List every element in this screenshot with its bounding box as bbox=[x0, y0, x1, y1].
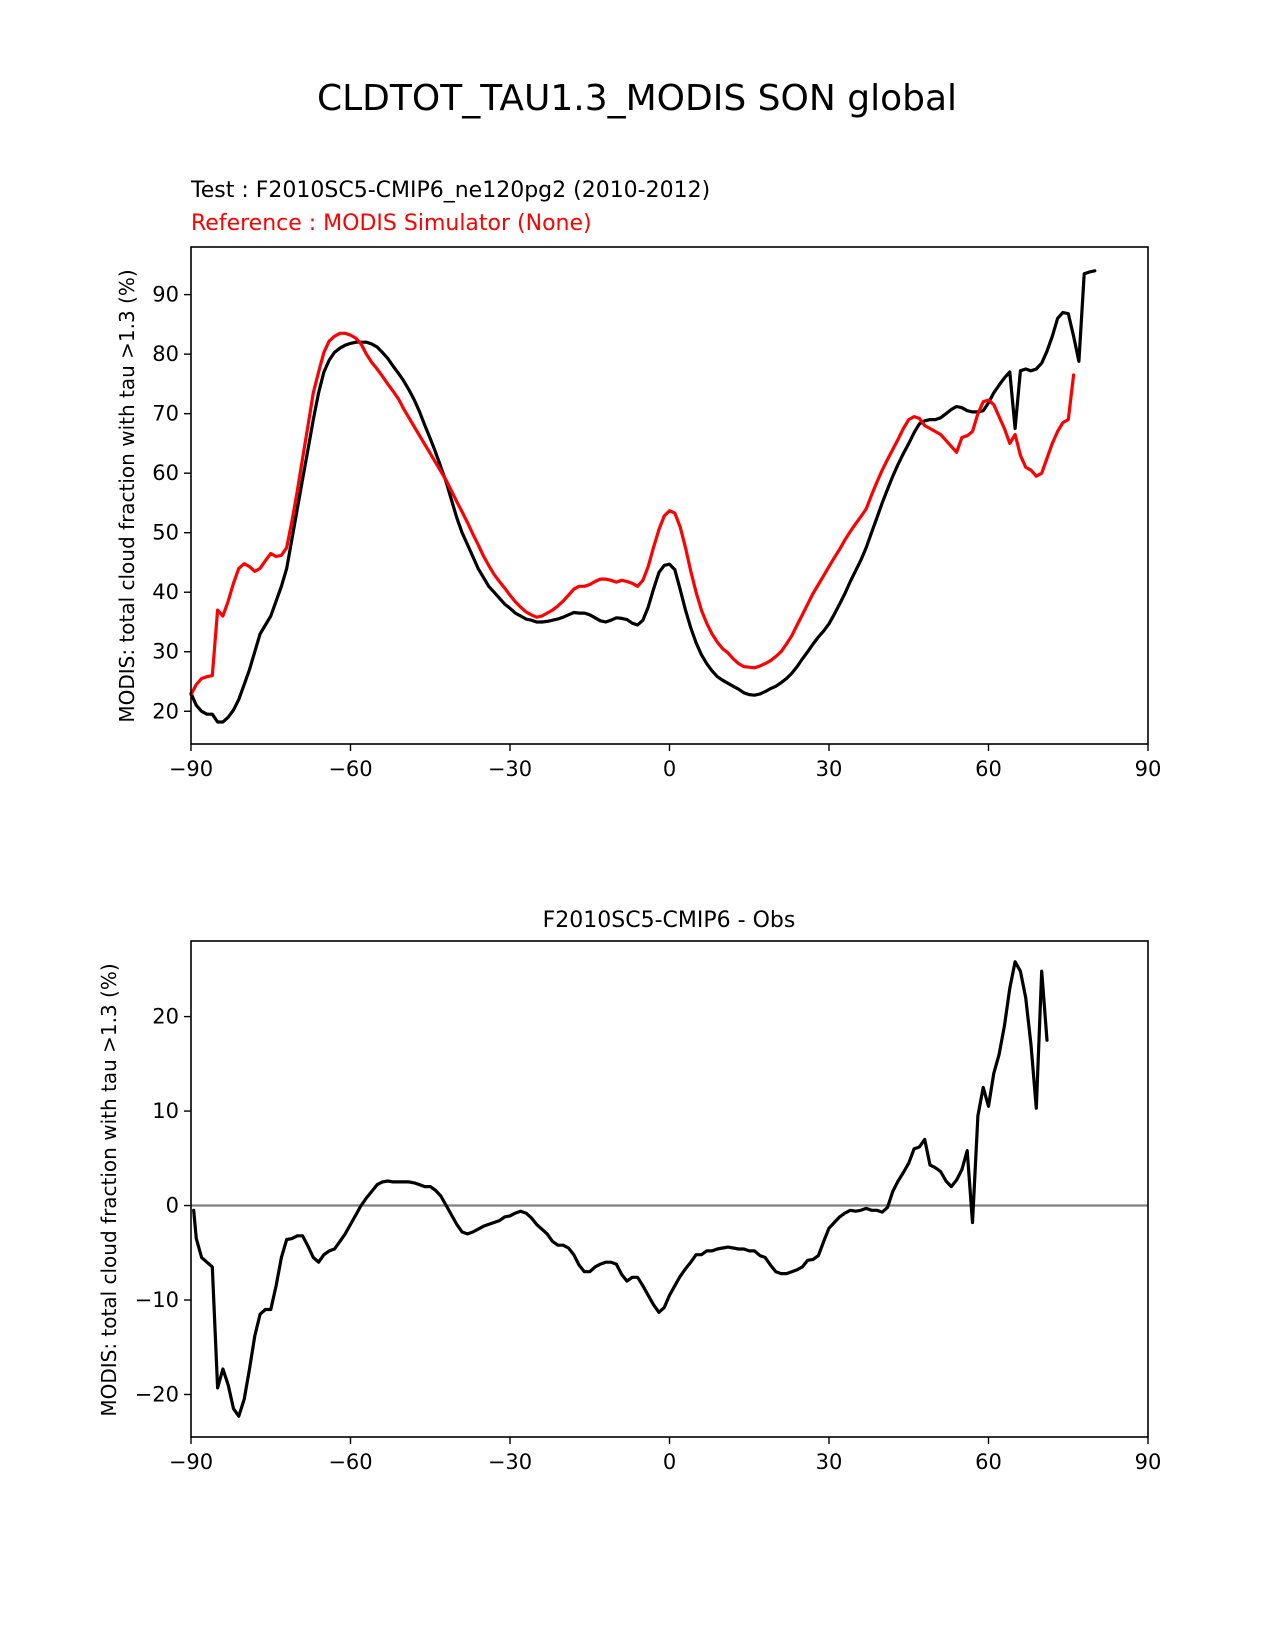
top-axis-ticks: −90 −60 −30 0 30 60 90 20 30 40 50 60 70 80 90 bbox=[152, 283, 1161, 781]
top-y-tick-label: 80 bbox=[152, 342, 179, 366]
top-panel: Test : F2010SC5-CMIP6_ne120pg2 (2010-201… bbox=[115, 178, 1161, 781]
bottom-axis-ticks: −90 −60 −30 0 30 60 90 −20 −10 0 10 20 bbox=[135, 1005, 1162, 1474]
bottom-y-tick-label: 10 bbox=[152, 1099, 179, 1123]
top-y-tick-label: 70 bbox=[152, 402, 179, 426]
bottom-x-tick-label: −30 bbox=[488, 1450, 532, 1474]
top-y-tick-label: 30 bbox=[152, 640, 179, 664]
top-x-tick-label: 30 bbox=[816, 757, 843, 781]
bottom-title: F2010SC5-CMIP6 - Obs bbox=[543, 908, 796, 933]
bottom-x-tick-label: 30 bbox=[816, 1450, 843, 1474]
bottom-x-tick-label: 60 bbox=[975, 1450, 1002, 1474]
top-series-line-1 bbox=[189, 331, 1076, 697]
top-x-tick-label: −60 bbox=[328, 757, 372, 781]
top-x-tick-label: −30 bbox=[488, 757, 532, 781]
bottom-x-tick-label: −60 bbox=[328, 1450, 372, 1474]
top-y-tick-label: 60 bbox=[152, 461, 179, 485]
top-x-tick-label: 60 bbox=[975, 757, 1002, 781]
bottom-series-line-0 bbox=[192, 960, 1049, 1418]
bottom-y-tick-label: 0 bbox=[166, 1194, 179, 1218]
bottom-plot-frame bbox=[190, 940, 1149, 1438]
bottom-x-tick-label: 0 bbox=[663, 1450, 676, 1474]
test-label: Test : F2010SC5-CMIP6_ne120pg2 (2010-201… bbox=[190, 178, 710, 203]
bottom-y-tick-label: −20 bbox=[135, 1382, 179, 1406]
bottom-y-tick-label: 20 bbox=[152, 1005, 179, 1029]
bottom-series-group bbox=[192, 960, 1049, 1418]
bottom-x-tick-label: −90 bbox=[169, 1450, 213, 1474]
top-y-tick-label: 40 bbox=[152, 580, 179, 604]
bottom-y-axis-label: MODIS: total cloud fraction with tau >1.… bbox=[97, 963, 121, 1416]
bottom-panel: F2010SC5-CMIP6 - Obs MODIS: total cloud … bbox=[97, 908, 1161, 1474]
top-series-line-0 bbox=[189, 269, 1097, 724]
top-series-group bbox=[189, 269, 1097, 724]
top-x-tick-label: −90 bbox=[169, 757, 213, 781]
top-x-tick-label: 90 bbox=[1135, 757, 1162, 781]
top-y-axis-label: MODIS: total cloud fraction with tau >1.… bbox=[115, 269, 139, 722]
top-y-tick-label: 20 bbox=[152, 699, 179, 723]
bottom-x-tick-label: 90 bbox=[1135, 1450, 1162, 1474]
top-y-tick-label: 50 bbox=[152, 521, 179, 545]
figure-title: CLDTOT_TAU1.3_MODIS SON global bbox=[317, 78, 957, 119]
reference-label: Reference : MODIS Simulator (None) bbox=[191, 211, 592, 236]
bottom-y-tick-label: −10 bbox=[135, 1288, 179, 1312]
top-x-tick-label: 0 bbox=[663, 757, 676, 781]
top-plot-frame bbox=[190, 246, 1149, 745]
top-y-tick-label: 90 bbox=[152, 283, 179, 307]
